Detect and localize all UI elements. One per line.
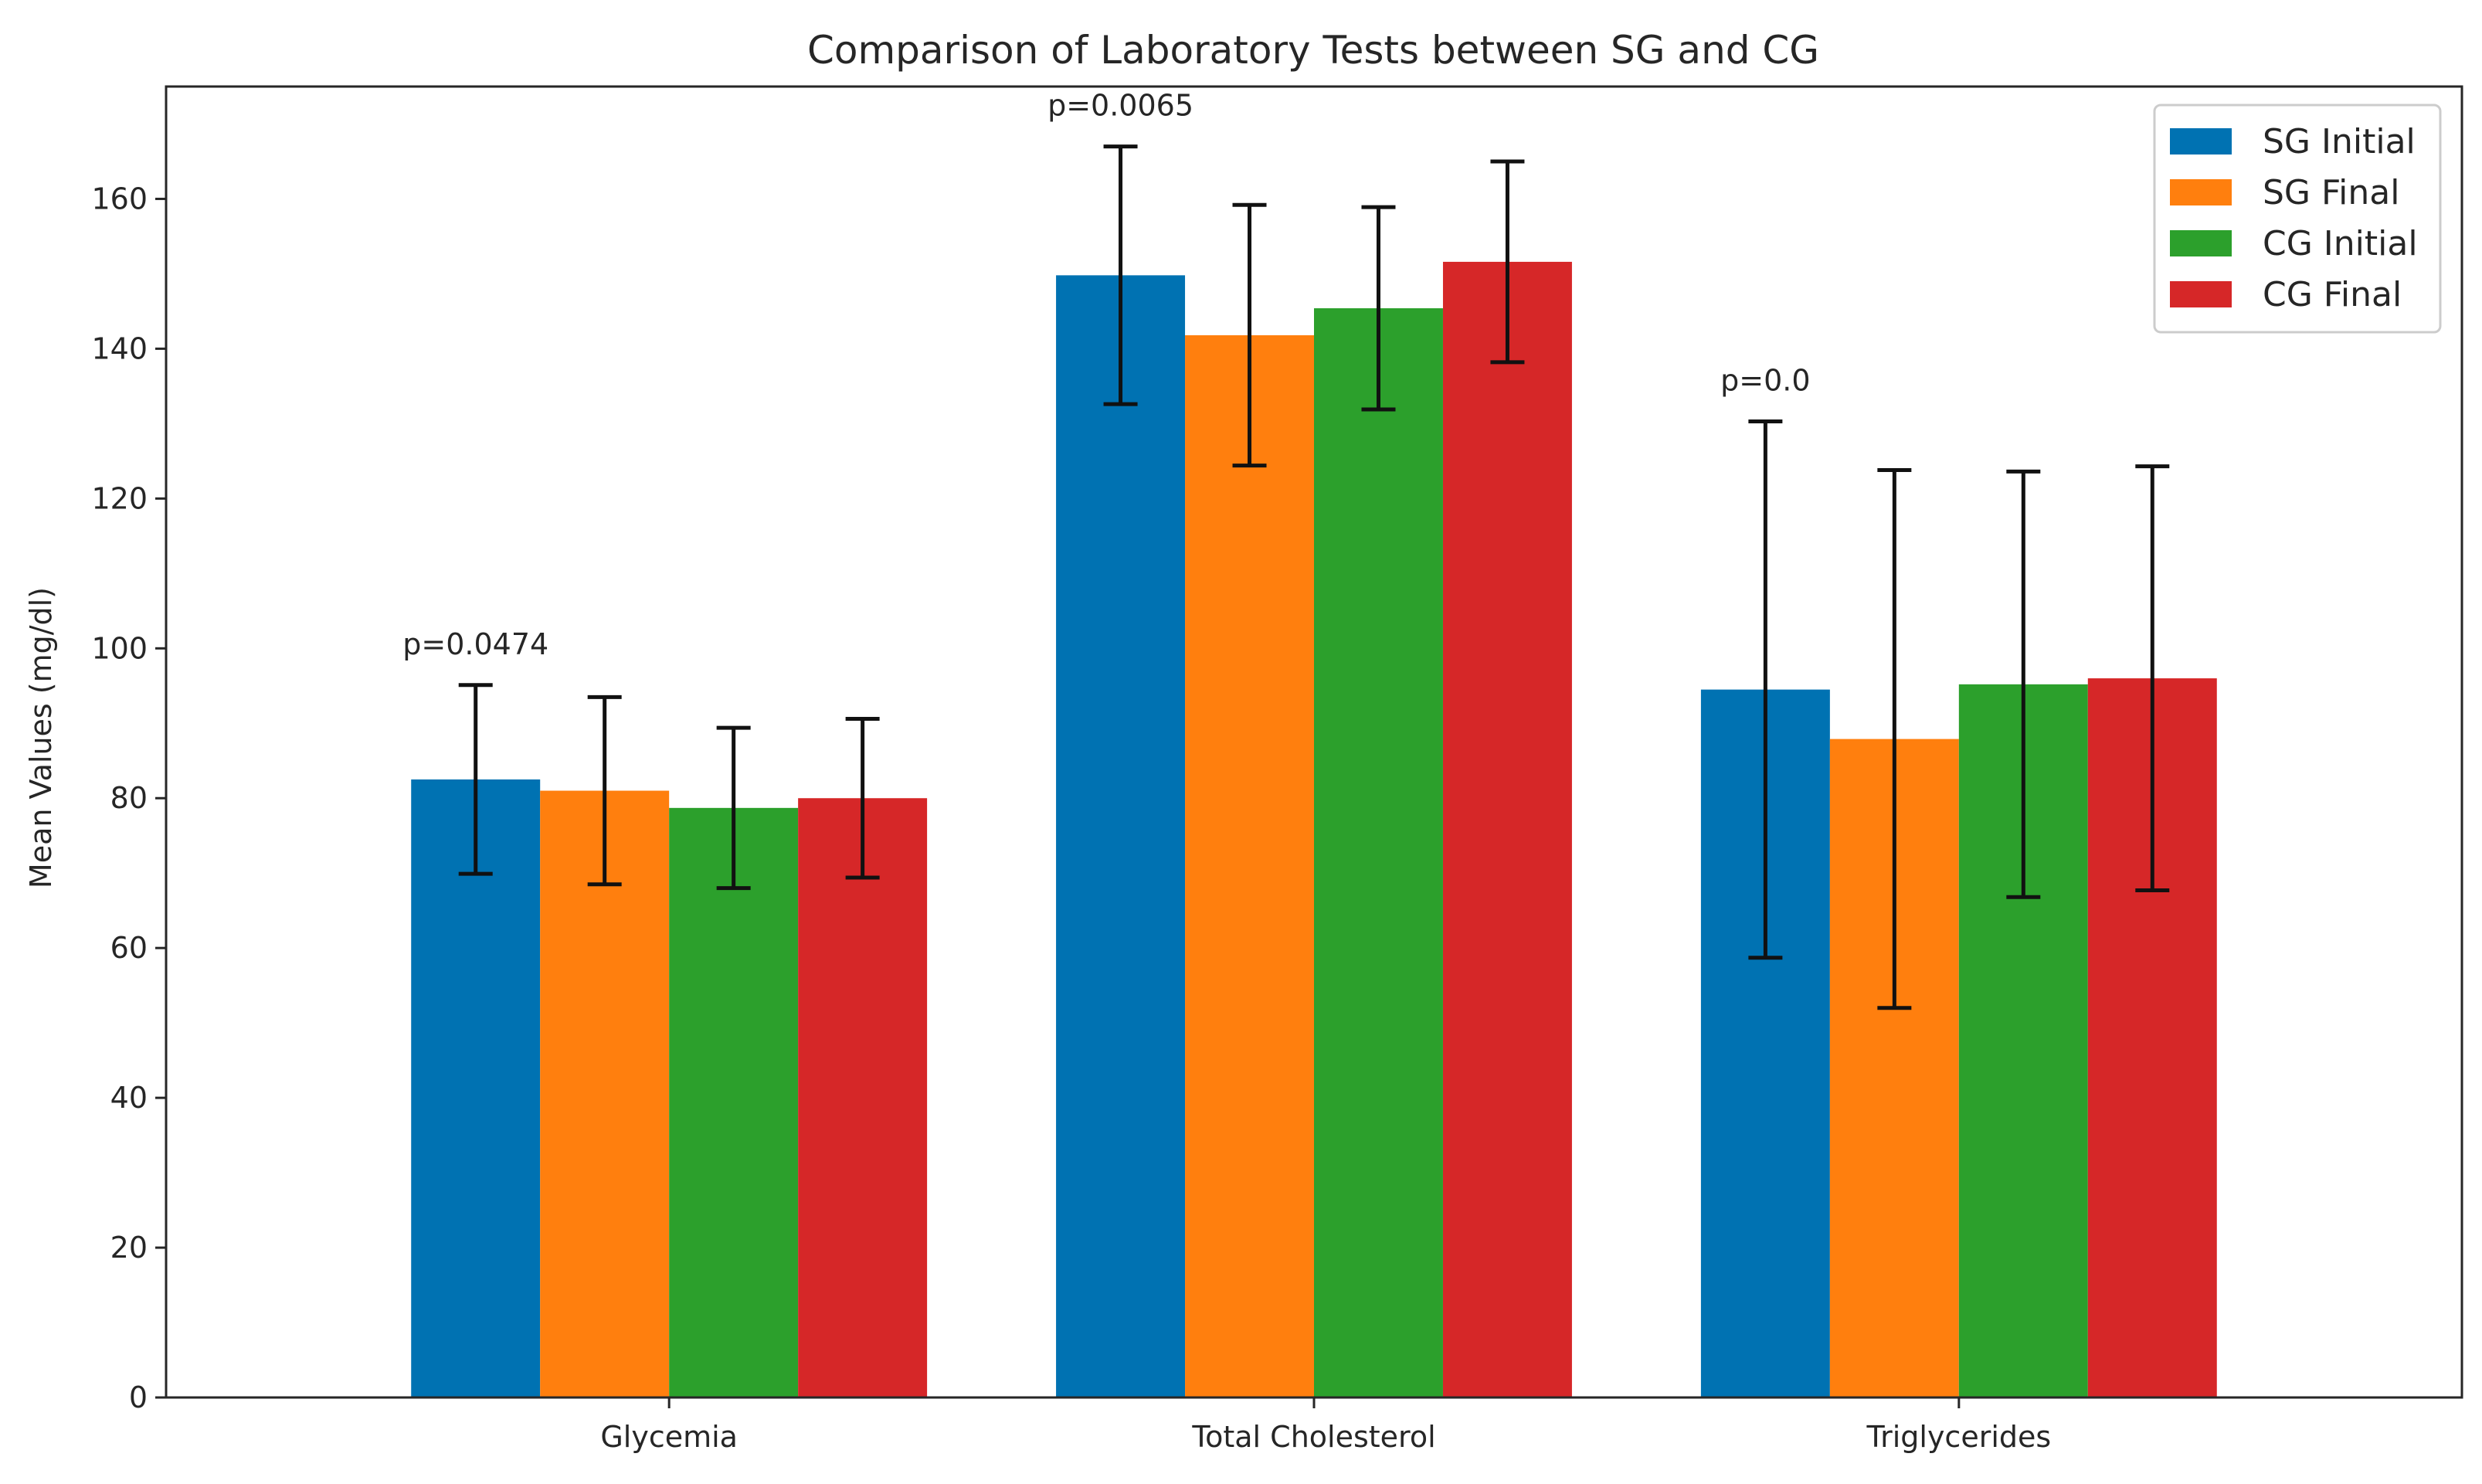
- plot-area: 0 20 40 60 80 100 120 140 160 Glycemia Total Chole…: [91, 89, 2217, 1454]
- x-tick-label: Glycemia: [600, 1420, 738, 1454]
- x-tick-label: Total Cholesterol: [1191, 1420, 1435, 1454]
- bar: [540, 790, 670, 1397]
- y-tick-label: 140: [91, 331, 148, 365]
- bar: [1056, 275, 1186, 1397]
- p-value-annotation: p=0.0474: [402, 627, 548, 661]
- bar: [1442, 261, 1572, 1398]
- legend: SG Initial SG Final CG Initial CG Final: [2153, 104, 2442, 334]
- y-tick-label: 100: [91, 631, 148, 665]
- y-tick-label: 0: [129, 1380, 148, 1414]
- axes-frame: [165, 85, 2463, 1399]
- bar: [669, 807, 799, 1397]
- y-tick-label: 160: [91, 182, 148, 216]
- bar: [798, 798, 928, 1397]
- bar: [411, 779, 541, 1397]
- legend-label: CG Final: [2263, 275, 2402, 314]
- legend-box: [2153, 104, 2442, 334]
- legend-label: CG Initial: [2263, 224, 2418, 263]
- y-tick-label: 20: [110, 1231, 148, 1265]
- y-tick-label: 80: [110, 781, 148, 815]
- y-axis-label: Mean Values (mg/dl): [24, 587, 58, 888]
- y-tick-label: 40: [110, 1081, 148, 1115]
- legend-label: SG Final: [2263, 173, 2399, 212]
- bar: [1185, 334, 1314, 1398]
- bar: [1314, 308, 1443, 1398]
- y-tick-label: 60: [110, 931, 148, 965]
- legend-swatch: [2170, 281, 2232, 307]
- legend-swatch: [2170, 179, 2232, 205]
- legend-label: SG Initial: [2263, 122, 2416, 161]
- p-value-annotation: p=0.0065: [1047, 89, 1193, 123]
- p-value-annotation: p=0.0: [1720, 363, 1810, 397]
- legend-swatch: [2170, 230, 2232, 256]
- x-tick-label: Triglycerides: [1866, 1420, 2051, 1454]
- legend-swatch: [2170, 128, 2232, 155]
- y-tick-label: 120: [91, 481, 148, 515]
- chart-title: Comparison of Laboratory Tests between S…: [807, 28, 1819, 73]
